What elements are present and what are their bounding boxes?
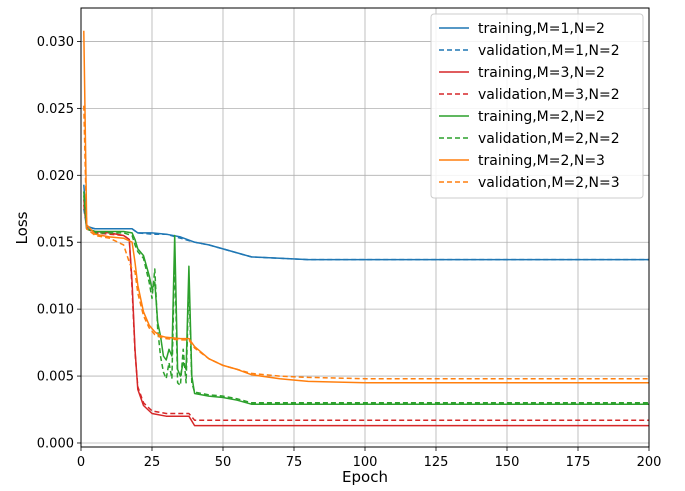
series-line-5: [83, 195, 649, 404]
x-tick-label: 200: [637, 455, 662, 470]
series-line-7: [83, 105, 649, 380]
y-tick-label: 0.020: [37, 169, 74, 184]
legend-label: validation,M=2,N=3: [478, 175, 620, 191]
y-tick-label: 0.030: [37, 35, 74, 50]
legend-label: training,M=3,N=2: [478, 65, 605, 81]
legend: training,M=1,N=2 validation,M=1,N=2 traini…: [430, 13, 644, 199]
x-tick-label: 25: [144, 455, 161, 470]
x-tick-label: 175: [566, 455, 591, 470]
x-tick-label: 150: [495, 455, 520, 470]
legend-label: training,M=2,N=3: [478, 153, 605, 169]
axis-ticks: 0 25 50 75 100 125 150 175 200 0.000 0.005 0.010 0.0…: [37, 35, 662, 470]
series-line-4: [83, 191, 649, 405]
legend-label: validation,M=3,N=2: [478, 87, 620, 103]
series-line-2: [83, 199, 649, 427]
legend-label: validation,M=2,N=2: [478, 131, 620, 147]
y-tick-label: 0.025: [37, 102, 74, 117]
series-line-3: [83, 204, 649, 421]
x-axis-label: Epoch: [342, 468, 388, 486]
legend-label: training,M=2,N=2: [478, 109, 605, 125]
x-tick-label: 100: [353, 455, 378, 470]
series-line-6: [83, 30, 649, 384]
series-line-1: [83, 208, 649, 261]
x-tick-label: 75: [286, 455, 303, 470]
legend-label: training,M=1,N=2: [478, 21, 605, 37]
plot-frame: [80, 7, 650, 448]
x-tick-label: 50: [215, 455, 232, 470]
y-tick-label: 0.010: [37, 303, 74, 318]
y-tick-label: 0.000: [37, 436, 74, 451]
y-tick-label: 0.005: [37, 370, 74, 385]
series-lines: [83, 30, 649, 427]
y-tick-label: 0.015: [37, 236, 74, 251]
y-axis-label: Loss: [13, 211, 31, 244]
legend-box: [430, 13, 644, 199]
x-tick-label: 125: [424, 455, 449, 470]
legend-label: validation,M=1,N=2: [478, 43, 620, 59]
x-tick-label: 0: [77, 455, 85, 470]
